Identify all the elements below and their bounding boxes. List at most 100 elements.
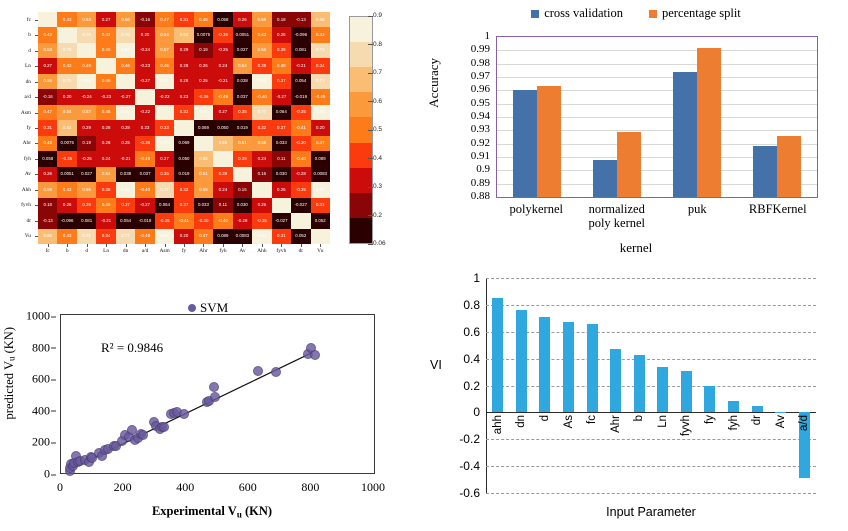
heatmap-cell: 0.55 xyxy=(252,135,272,152)
heatmap-cell: -0.40 xyxy=(291,151,311,167)
vi-gridline xyxy=(486,493,816,494)
heatmap-cell: -0.35 xyxy=(252,213,272,229)
vi-gridline xyxy=(486,358,816,360)
heatmap-cell: 0.48 xyxy=(38,135,58,152)
accuracy-bar xyxy=(753,146,777,197)
heatmap-cell: 0.54 xyxy=(96,166,116,183)
heatmap-cell: 0.20 xyxy=(57,89,77,105)
heatmap-cell: 0.27 xyxy=(154,151,175,167)
heatmap-cell: 0.49 xyxy=(76,58,97,74)
heatmap-cell: -0.25 xyxy=(213,42,233,59)
vi-bar xyxy=(775,411,787,413)
heatmap-cell: 0.81 xyxy=(115,104,136,121)
scatter-point xyxy=(252,365,263,376)
heatmap-cell: -0.25 xyxy=(76,151,97,167)
accuracy-bar xyxy=(537,86,561,197)
accuracy-bar xyxy=(513,90,537,197)
heatmap-cell: 0.27 xyxy=(213,104,233,121)
scatter-y-axis-label: predicted Vu (KN) xyxy=(2,327,17,420)
vi-bar xyxy=(539,316,551,413)
vi-bar xyxy=(492,298,504,413)
heatmap-cell: -0.096 xyxy=(291,27,311,43)
heatmap-cell: 0.59 xyxy=(38,182,58,198)
heatmap-cell: 0.77 xyxy=(154,182,175,198)
heatmap-cell: 0.87 xyxy=(310,104,330,121)
vi-y-tick-label: 0.2 xyxy=(463,378,480,393)
vi-gridline xyxy=(486,385,816,387)
heatmap-cell: 0.0051 xyxy=(232,27,253,43)
heatmap-cell: -0.35 xyxy=(291,182,311,198)
heatmap-cell: -0.30 xyxy=(291,135,311,152)
vi-bar xyxy=(563,322,574,413)
heatmap-cell: 0.56 xyxy=(76,182,97,198)
heatmap-row-label: Av xyxy=(24,171,31,178)
heatmap-row-label: fyvh xyxy=(21,202,31,209)
heatmap-cell xyxy=(193,135,214,152)
vi-bar xyxy=(610,349,622,413)
heatmap-cell: 0.55 xyxy=(193,182,214,198)
heatmap-cell: 0.51 xyxy=(193,166,214,183)
variable-importance-panel: VI 1 0.8 0.6 0.4 0.2 0 -0.2 -0.4 -0.6 ahh dn d As fc… xyxy=(424,262,848,531)
heatmap-cell: 0.26 xyxy=(38,166,58,183)
heatmap-col-tick xyxy=(252,244,271,248)
heatmap-cell: -0.21 xyxy=(96,213,116,229)
heatmap-cell: 0.29 xyxy=(76,120,97,136)
heatmap-cell: 0.84 xyxy=(115,42,136,59)
heatmap-column-label: fyvh xyxy=(276,248,287,254)
scatter-x-tick-label: 600 xyxy=(238,480,257,494)
heatmap-cell: -0.49 xyxy=(135,228,155,244)
heatmap-cell: 0.18 xyxy=(38,197,58,214)
heatmap-cell: 0.77 xyxy=(115,228,136,244)
heatmap-cell: 0.47 xyxy=(154,12,175,28)
accuracy-bar xyxy=(673,71,697,197)
scatter-r2-annotation: R² = 0.9846 xyxy=(101,340,164,355)
heatmap-cell: 0.38 xyxy=(96,182,116,198)
heatmap-cell: 0.20 xyxy=(174,228,194,244)
heatmap-cell: 0.37 xyxy=(115,197,136,214)
vi-category-label: d xyxy=(538,415,551,422)
vi-gridline xyxy=(486,304,816,306)
heatmap-cell: 0.052 xyxy=(291,228,311,244)
heatmap-grid: 0.43 0.53 0.27 0.56 -0.16 0.47 0.31 0.48 0.058 0.… xyxy=(38,12,330,244)
colorbar-band xyxy=(350,42,372,68)
heatmap-cell: 0.43 xyxy=(252,27,272,43)
scatter-y-tick-label: 800 xyxy=(8,340,56,355)
scatter-x-axis-label: Experimental Vu (KN) xyxy=(151,504,273,520)
heatmap-row-tick xyxy=(34,27,38,42)
heatmap-column-ticks xyxy=(38,244,330,248)
heatmap-cell: -0.27 xyxy=(135,73,155,90)
accuracy-gridline xyxy=(497,90,817,92)
accuracy-legend-label: cross validation xyxy=(544,6,623,20)
heatmap-cell: 0.038 xyxy=(115,166,136,183)
heatmap-row-label: a/d xyxy=(24,94,31,101)
scatter-point xyxy=(110,441,121,452)
heatmap-cell: 0.069 xyxy=(174,135,194,152)
heatmap-cell: 0.34 xyxy=(96,228,116,244)
heatmap-column-label: Asm xyxy=(159,248,170,254)
vi-y-tick-label: 0.4 xyxy=(463,351,480,366)
vi-bar xyxy=(798,412,810,479)
accuracy-y-tick-label: 0.9 xyxy=(476,163,490,176)
scatter-y-axis-ticks: 0 200 400 600 800 1000 xyxy=(8,308,56,482)
colorbar-tick-label: 0.4 xyxy=(367,154,383,162)
heatmap-cell: 0.069 xyxy=(193,120,214,136)
scatter-y-tick-label: 400 xyxy=(8,403,56,418)
heatmap-cell: 0.71 xyxy=(76,228,97,244)
scatter-x-tick-label: 1000 xyxy=(361,480,385,494)
heatmap-row-label: Ln xyxy=(25,63,31,70)
accuracy-gridline xyxy=(497,157,817,158)
heatmap-cell: 0.71 xyxy=(310,42,330,59)
scatter-y-tick-label: 0 xyxy=(8,467,56,482)
colorbar-tick-label: 0.9 xyxy=(367,12,383,19)
vi-y-tick-label: -0.2 xyxy=(459,432,480,447)
accuracy-plot-area xyxy=(496,36,818,198)
heatmap-cell xyxy=(213,151,233,167)
heatmap-cell: 0.28 xyxy=(96,120,116,136)
heatmap-cell: 0.66 xyxy=(310,12,330,28)
heatmap-cell: 0.23 xyxy=(174,89,194,105)
heatmap-row-tick xyxy=(34,58,38,73)
accuracy-gridline xyxy=(497,183,817,185)
heatmap-cell: 0.84 xyxy=(154,135,175,152)
accuracy-x-axis-ticks: polykernel normalized poly kernel puk RBFKer… xyxy=(496,202,818,231)
heatmap-row-tick xyxy=(34,89,38,104)
